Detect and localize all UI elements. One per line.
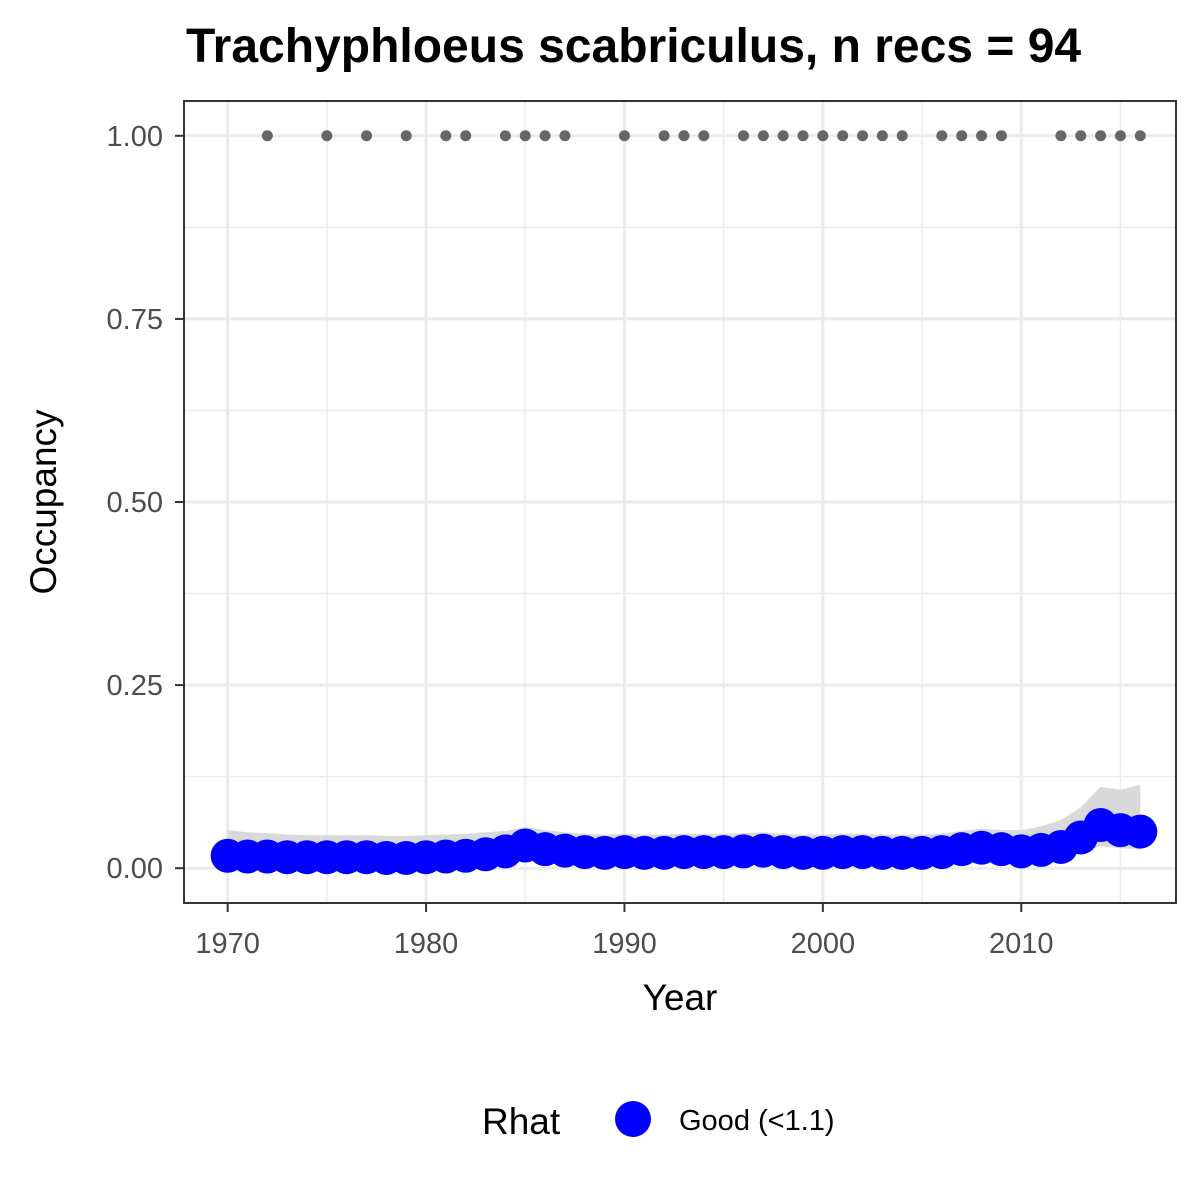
- y-tick-label: 0.50: [107, 487, 163, 519]
- record-point: [797, 130, 809, 142]
- record-points-layer: [261, 130, 1146, 142]
- record-point: [499, 130, 511, 142]
- x-axis: 1970 1980 1990 2000 2010: [195, 903, 1054, 960]
- x-tick-label: 2010: [989, 928, 1054, 960]
- record-point: [876, 130, 888, 142]
- record-point: [658, 130, 670, 142]
- x-tick-label: 2000: [791, 928, 856, 960]
- record-point: [460, 130, 472, 142]
- y-axis: 0.00 0.25 0.50 0.75 1.00: [107, 121, 184, 885]
- legend-key-good: [615, 1101, 651, 1137]
- record-point: [995, 130, 1007, 142]
- record-point: [817, 130, 829, 142]
- chart-title: Trachyphloeus scabriculus, n recs = 94: [186, 20, 1081, 73]
- record-point: [678, 130, 690, 142]
- y-tick-label: 0.00: [107, 853, 163, 885]
- record-point: [539, 130, 551, 142]
- occupancy-points-layer: [210, 807, 1158, 875]
- x-axis-title: Year: [643, 977, 718, 1018]
- y-axis-title: Occupancy: [23, 409, 64, 595]
- legend-title: Rhat: [482, 1101, 561, 1142]
- record-point: [1055, 130, 1067, 142]
- record-point: [777, 130, 789, 142]
- grid-minor: [184, 101, 1176, 903]
- record-point: [757, 130, 769, 142]
- record-point: [1075, 130, 1087, 142]
- x-tick-label: 1980: [394, 928, 459, 960]
- y-tick-label: 0.75: [107, 304, 163, 336]
- y-tick-label: 1.00: [107, 121, 163, 153]
- record-point: [737, 130, 749, 142]
- record-point: [519, 130, 531, 142]
- record-point: [1134, 130, 1146, 142]
- record-point: [361, 130, 373, 142]
- record-point: [936, 130, 948, 142]
- legend: Rhat Good (<1.1): [482, 1101, 835, 1142]
- record-point: [956, 130, 968, 142]
- record-point: [400, 130, 412, 142]
- record-point: [698, 130, 710, 142]
- record-point: [1095, 130, 1107, 142]
- record-point: [559, 130, 571, 142]
- record-point: [618, 130, 630, 142]
- record-point: [440, 130, 452, 142]
- record-point: [857, 130, 869, 142]
- legend-label-good: Good (<1.1): [679, 1105, 835, 1137]
- record-point: [1114, 130, 1126, 142]
- x-tick-label: 1990: [592, 928, 657, 960]
- record-point: [976, 130, 988, 142]
- record-point: [261, 130, 273, 142]
- panel: [183, 100, 1177, 904]
- record-point: [321, 130, 333, 142]
- record-point: [896, 130, 908, 142]
- record-point: [837, 130, 849, 142]
- x-tick-label: 1970: [195, 928, 260, 960]
- y-tick-label: 0.25: [107, 670, 163, 702]
- occupancy-point: [1123, 814, 1158, 849]
